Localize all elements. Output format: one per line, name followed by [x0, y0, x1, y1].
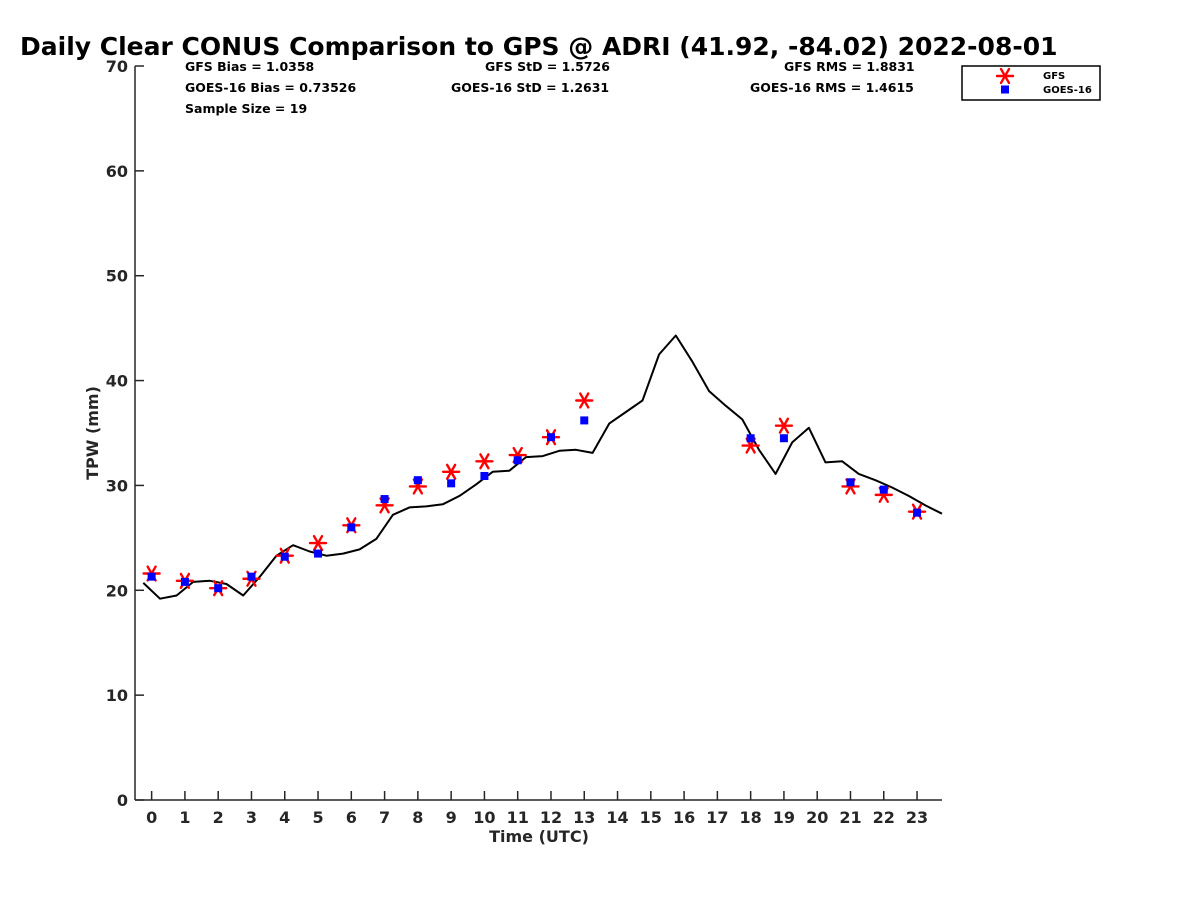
legend-box — [961, 65, 1101, 101]
goes-point — [314, 549, 323, 558]
x-tick-label: 13 — [573, 808, 595, 827]
y-tick-label: 40 — [106, 372, 128, 391]
gfs-point — [308, 534, 328, 552]
stat-gfs-std: GFS StD = 1.5726 — [485, 59, 610, 74]
legend-gfs-marker — [995, 67, 1015, 85]
goes-point — [779, 434, 788, 443]
x-tick-label: 2 — [213, 808, 224, 827]
y-tick-label: 10 — [106, 686, 128, 705]
goes-point — [447, 479, 456, 488]
goes-point — [480, 471, 489, 480]
y-tick-label: 0 — [117, 791, 128, 810]
x-tick-label: 3 — [246, 808, 257, 827]
x-tick-label: 8 — [412, 808, 423, 827]
y-tick-label: 60 — [106, 162, 128, 181]
legend-goes-marker — [1001, 85, 1009, 94]
legend: GFS GOES-16 — [961, 65, 1101, 101]
x-tick-label: 18 — [740, 808, 762, 827]
goes-point — [746, 434, 755, 443]
x-tick-label: 0 — [146, 808, 157, 827]
x-tick-label: 6 — [346, 808, 357, 827]
gfs-point — [575, 392, 594, 409]
stat-goes-rms: GOES-16 RMS = 1.4615 — [750, 80, 914, 95]
x-tick-label: 22 — [873, 808, 895, 827]
x-tick-label: 9 — [446, 808, 457, 827]
goes-point — [513, 456, 522, 465]
x-tick-label: 12 — [540, 808, 562, 827]
gfs-point — [475, 453, 494, 470]
y-tick-label: 20 — [106, 581, 128, 600]
goes-point — [546, 433, 555, 442]
stat-sample-size: Sample Size = 19 — [185, 101, 307, 116]
goes-point — [280, 552, 289, 561]
x-tick-label: 19 — [773, 808, 795, 827]
goes-point — [380, 495, 389, 504]
goes-point — [913, 508, 922, 517]
x-tick-label: 20 — [806, 808, 828, 827]
x-tick-label: 17 — [706, 808, 728, 827]
goes-point — [180, 577, 189, 586]
legend-gfs-asterisk — [995, 67, 1015, 85]
gps-line-group — [142, 334, 943, 600]
x-tick-label: 5 — [312, 808, 323, 827]
x-tick-label: 16 — [673, 808, 695, 827]
goes-point — [147, 572, 156, 581]
stat-gfs-bias: GFS Bias = 1.0358 — [185, 59, 314, 74]
x-tick-label: 1 — [179, 808, 190, 827]
stat-goes-std: GOES-16 StD = 1.2631 — [451, 80, 609, 95]
y-tick-label: 70 — [106, 57, 128, 76]
x-tick-label: 23 — [906, 808, 928, 827]
x-axis-label: Time (UTC) — [489, 827, 589, 846]
goes-point — [580, 416, 589, 425]
goes-point — [247, 572, 256, 581]
y-axis-label: TPW (mm) — [83, 386, 102, 480]
x-tick-label: 21 — [839, 808, 861, 827]
markers-group — [142, 392, 927, 597]
gfs-point — [441, 463, 461, 480]
goes-point — [879, 485, 888, 494]
stats-block: GFS Bias = 1.0358 GOES-16 Bias = 0.73526… — [185, 59, 915, 116]
y-tick-label: 50 — [106, 267, 128, 286]
x-tick-label: 7 — [379, 808, 390, 827]
gps-line — [142, 334, 943, 600]
x-tick-label: 14 — [606, 808, 628, 827]
stat-goes-bias: GOES-16 Bias = 0.73526 — [185, 80, 356, 95]
x-tick-label: 4 — [279, 808, 290, 827]
x-tick-label: 10 — [473, 808, 495, 827]
stat-gfs-rms: GFS RMS = 1.8831 — [784, 59, 915, 74]
legend-goes-label: GOES-16 — [1043, 85, 1092, 96]
y-tick-label: 30 — [106, 476, 128, 495]
x-tick-label: 11 — [507, 808, 529, 827]
legend-gfs-label: GFS — [1043, 71, 1065, 82]
gfs-point — [774, 417, 794, 434]
goes-point — [347, 523, 356, 532]
goes-point — [214, 584, 223, 593]
goes-point — [846, 478, 855, 487]
chart-title: Daily Clear CONUS Comparison to GPS @ AD… — [20, 32, 1058, 61]
goes-point — [413, 476, 422, 485]
x-tick-label: 15 — [640, 808, 662, 827]
